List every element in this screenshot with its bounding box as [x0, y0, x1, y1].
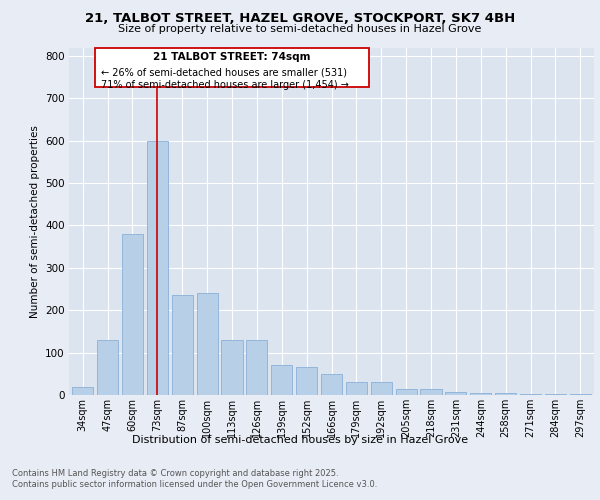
Text: ← 26% of semi-detached houses are smaller (531): ← 26% of semi-detached houses are smalle…: [101, 68, 347, 78]
Bar: [97, 340, 118, 395]
Bar: [147, 140, 168, 395]
Bar: [122, 234, 143, 395]
Bar: [495, 393, 516, 395]
Bar: [545, 394, 566, 395]
Bar: [271, 366, 292, 395]
Bar: [570, 394, 591, 395]
Text: Distribution of semi-detached houses by size in Hazel Grove: Distribution of semi-detached houses by …: [132, 435, 468, 445]
Bar: [296, 368, 317, 395]
Text: Size of property relative to semi-detached houses in Hazel Grove: Size of property relative to semi-detach…: [118, 24, 482, 34]
Bar: [221, 340, 242, 395]
Bar: [371, 382, 392, 395]
Y-axis label: Number of semi-detached properties: Number of semi-detached properties: [29, 125, 40, 318]
Text: 71% of semi-detached houses are larger (1,454) →: 71% of semi-detached houses are larger (…: [101, 80, 349, 90]
Bar: [395, 388, 417, 395]
Bar: [421, 388, 442, 395]
Bar: [321, 374, 342, 395]
Bar: [445, 392, 466, 395]
Text: Contains HM Land Registry data © Crown copyright and database right 2025.: Contains HM Land Registry data © Crown c…: [12, 469, 338, 478]
Bar: [197, 294, 218, 395]
Bar: [246, 340, 268, 395]
Text: 21, TALBOT STREET, HAZEL GROVE, STOCKPORT, SK7 4BH: 21, TALBOT STREET, HAZEL GROVE, STOCKPOR…: [85, 12, 515, 26]
Bar: [520, 394, 541, 395]
Bar: [172, 296, 193, 395]
Bar: [72, 386, 93, 395]
Bar: [346, 382, 367, 395]
Bar: [470, 393, 491, 395]
Text: Contains public sector information licensed under the Open Government Licence v3: Contains public sector information licen…: [12, 480, 377, 489]
Text: 21 TALBOT STREET: 74sqm: 21 TALBOT STREET: 74sqm: [153, 52, 311, 62]
